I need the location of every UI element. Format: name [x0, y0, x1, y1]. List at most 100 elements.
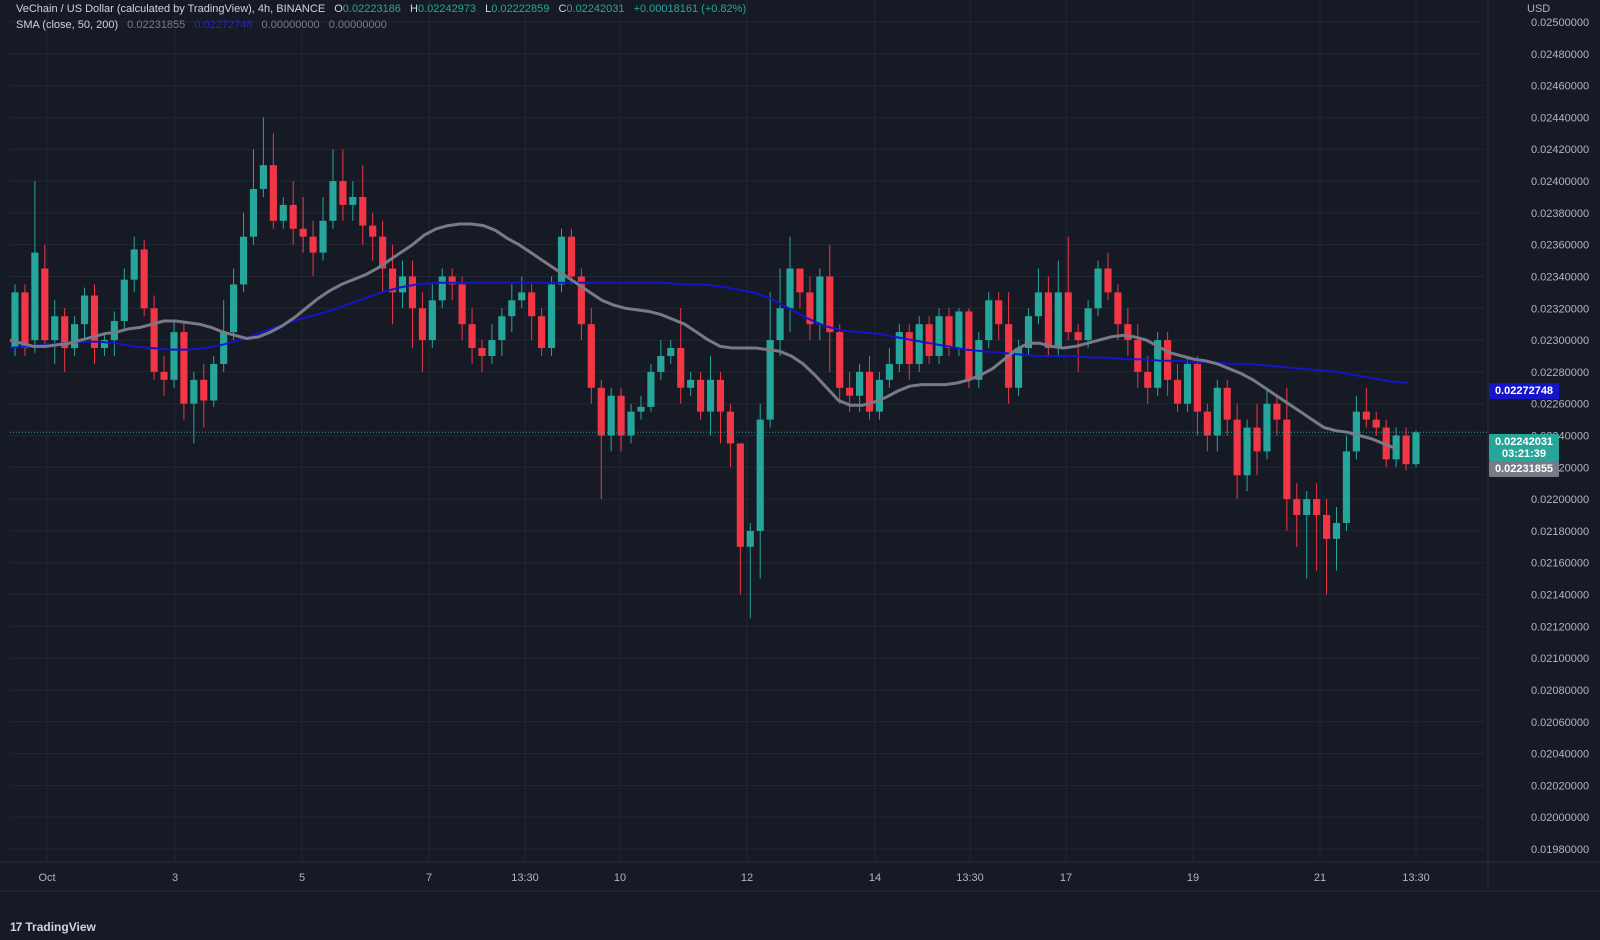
candle-body [1372, 419, 1380, 428]
price-tick-label: 0.02200000 [1531, 494, 1589, 506]
ohlc-low: L0.02222859 [485, 3, 550, 15]
candle-body [508, 300, 516, 317]
price-tick-label: 0.02160000 [1531, 558, 1589, 570]
candle-body [408, 276, 417, 309]
candle-body [239, 236, 248, 285]
time-tick-label: 12 [741, 872, 753, 884]
candle-body [110, 320, 118, 341]
candle-body [190, 379, 198, 404]
ohlc-high: H0.02242973 [409, 3, 477, 15]
candle-body [617, 395, 625, 436]
candle-body [249, 188, 258, 237]
candle-body [1024, 316, 1033, 349]
candle-body [756, 419, 764, 531]
candle-body [1094, 268, 1102, 309]
indicator-legend[interactable]: SMA (close, 50, 200) 0.02231855 0.022727… [16, 19, 393, 31]
candle-body [11, 292, 19, 349]
time-tick-label: 10 [614, 872, 626, 884]
candle-body [200, 379, 208, 401]
candle-body [1332, 522, 1341, 539]
candle-body [299, 228, 307, 237]
price-tick-label: 0.02000000 [1531, 812, 1589, 824]
sma200-price-badge: 0.02272748 [1489, 383, 1559, 399]
price-tick-label: 0.02040000 [1531, 749, 1589, 761]
indicator-value-sma200: 0.02272748 [194, 19, 253, 31]
candle-body [1223, 387, 1231, 420]
candle-body [677, 348, 685, 388]
time-tick-label: 17 [1060, 872, 1072, 884]
tradingview-logo-icon: 17 [10, 920, 22, 934]
price-tick-label: 0.02180000 [1531, 526, 1589, 538]
candle-body [1193, 363, 1201, 412]
price-tick-label: 0.02080000 [1531, 685, 1589, 697]
candle-body [1313, 499, 1321, 516]
candle-body [865, 371, 874, 412]
candle-body [547, 284, 556, 349]
candle-body [120, 279, 128, 321]
candle-body [51, 316, 59, 341]
candle-body [309, 236, 317, 253]
candle-body [1342, 451, 1351, 523]
candle-body [349, 196, 357, 205]
last-price-badge-text: 03:21:39 [1502, 448, 1546, 460]
tradingview-brand[interactable]: 17 TradingView [10, 917, 96, 937]
candle-body [21, 292, 29, 349]
time-tick-label: 19 [1187, 872, 1199, 884]
candle-body [1322, 515, 1331, 539]
price-tick-label: 0.02460000 [1531, 81, 1589, 93]
candle-body [1134, 340, 1142, 372]
candle-body [706, 379, 715, 412]
candle-body [1253, 427, 1261, 452]
price-tick-label: 0.02060000 [1531, 717, 1589, 729]
candle-body [1243, 427, 1251, 476]
price-tick-label: 0.02300000 [1531, 335, 1589, 347]
price-tick-label: 0.01980000 [1531, 844, 1589, 856]
candle-body [895, 332, 903, 364]
candle-body [170, 332, 178, 380]
candle-body [925, 324, 933, 356]
candle-body [180, 332, 188, 404]
candle-body [518, 292, 526, 301]
candle-body [1303, 499, 1311, 516]
candle-body [1263, 403, 1271, 452]
time-tick-label: 13:30 [956, 872, 984, 884]
price-tick-label: 0.02360000 [1531, 240, 1589, 252]
price-tick-label: 0.02100000 [1531, 653, 1589, 665]
indicator-value-3: 0.00000000 [261, 19, 320, 31]
candle-body [1203, 411, 1211, 436]
price-tick-label: 0.02380000 [1531, 208, 1589, 220]
grid-lines [10, 0, 1484, 860]
candle-body [448, 276, 456, 285]
candle-body [1144, 371, 1152, 388]
candle-body [1114, 292, 1122, 325]
price-tick-label: 0.02020000 [1531, 780, 1589, 792]
price-tick-label: 0.02280000 [1531, 367, 1589, 379]
candle-body [1293, 499, 1301, 516]
candle-body [478, 348, 486, 356]
candle-body [1034, 292, 1043, 317]
last-price-badge-text: 0.02242031 [1495, 436, 1553, 448]
indicator-label: SMA (close, 50, 200) [16, 19, 119, 31]
candle-body [259, 165, 267, 189]
candle-body [398, 276, 407, 293]
candle-body [438, 276, 446, 301]
candle-body [1362, 411, 1370, 420]
candle-body [826, 276, 834, 333]
time-tick-label: 5 [299, 872, 305, 884]
candle-body [418, 308, 426, 341]
price-tick-label: 0.02340000 [1531, 271, 1589, 283]
candles [11, 117, 1420, 619]
candle-body [210, 363, 218, 401]
price-tick-label: 0.02120000 [1531, 621, 1589, 633]
price-tick-label: 0.02440000 [1531, 112, 1589, 124]
candle-body [1104, 268, 1112, 293]
candle-body [985, 300, 993, 341]
candle-body [627, 411, 635, 436]
candle-body [796, 268, 804, 293]
candle-body [776, 308, 784, 341]
candle-body [1074, 332, 1082, 341]
candle-body [498, 316, 506, 341]
